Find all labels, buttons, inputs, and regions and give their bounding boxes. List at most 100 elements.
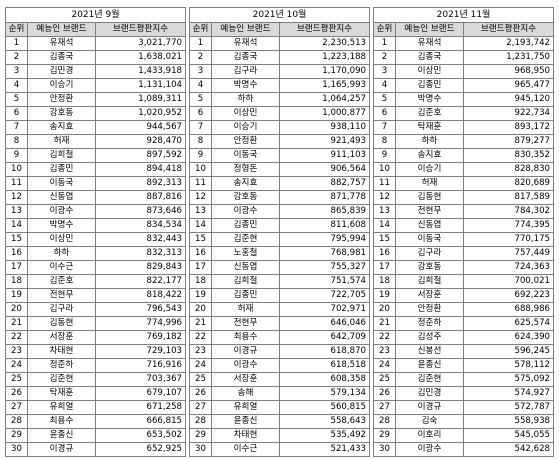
brand-cell: 정준하: [27, 358, 96, 373]
brand-cell: 이상민: [27, 232, 96, 247]
table-row: 23 이경규 618,870: [189, 344, 371, 359]
brand-cell: 김구라: [395, 246, 464, 261]
table-row: 26 송해 579,134: [189, 386, 371, 401]
brand-cell: 김준호: [395, 106, 464, 121]
index-cell: 574,927: [462, 386, 555, 401]
index-cell: 702,971: [278, 302, 371, 317]
rank-cell: 11: [5, 176, 28, 191]
index-cell: 820,689: [462, 176, 555, 191]
table-row: 28 윤종신 558,643: [189, 414, 371, 429]
index-cell: 618,518: [278, 358, 371, 373]
brand-cell: 탁재훈: [27, 386, 96, 401]
index-cell: 545,055: [462, 428, 555, 443]
index-cell: 751,574: [278, 274, 371, 289]
rank-cell: 9: [373, 148, 396, 163]
brand-cell: 김희철: [27, 148, 96, 163]
brand-cell: 이동국: [395, 232, 464, 247]
brand-cell: 전현무: [211, 316, 280, 331]
rank-cell: 13: [373, 204, 396, 219]
table-row: 21 김동현 774,996: [5, 316, 187, 331]
rank-cell: 5: [189, 92, 212, 107]
table-row: 2 김종국 1,223,188: [189, 50, 371, 65]
index-cell: 535,492: [278, 428, 371, 443]
table-row: 21 전현무 646,046: [189, 316, 371, 331]
brand-cell: 김종민: [395, 78, 464, 93]
index-cell: 817,589: [462, 190, 555, 205]
table-row: 27 이경규 572,787: [373, 400, 555, 415]
rank-cell: 29: [373, 428, 396, 443]
index-cell: 769,182: [94, 330, 187, 345]
brand-cell: 이상민: [395, 64, 464, 79]
brand-cell: 서장훈: [211, 372, 280, 387]
index-header: 브랜드평판지수: [462, 22, 555, 37]
index-cell: 832,443: [94, 232, 187, 247]
index-cell: 811,608: [278, 218, 371, 233]
brand-cell: 김종민: [27, 162, 96, 177]
index-cell: 618,870: [278, 344, 371, 359]
index-cell: 829,843: [94, 260, 187, 275]
ranking-table: 2021년 11월 순위 예능인 브랜드 브랜드평판지수 1 유재석 2,193,742 2 김…: [372, 7, 555, 457]
rank-cell: 2: [189, 50, 212, 65]
brand-cell: 신동엽: [27, 190, 96, 205]
rank-cell: 27: [5, 400, 28, 415]
rank-cell: 4: [189, 78, 212, 93]
rank-cell: 3: [5, 64, 28, 79]
rank-cell: 21: [5, 316, 28, 331]
rank-cell: 16: [373, 246, 396, 261]
rank-cell: 22: [373, 330, 396, 345]
brand-cell: 유재석: [211, 36, 280, 51]
brand-cell: 정준하: [395, 316, 464, 331]
table-row: 16 김구라 757,449: [373, 246, 555, 261]
table-row: 23 차태현 729,103: [5, 344, 187, 359]
index-cell: 572,787: [462, 400, 555, 415]
table-row: 28 최용수 666,815: [5, 414, 187, 429]
table-row: 21 정준하 625,574: [373, 316, 555, 331]
brand-cell: 이승기: [211, 120, 280, 135]
rank-cell: 14: [5, 218, 28, 233]
month-title: 2021년 11월: [372, 7, 555, 23]
index-cell: 834,534: [94, 218, 187, 233]
index-cell: 755,327: [278, 260, 371, 275]
table-row: 9 송지효 830,352: [373, 148, 555, 163]
brand-cell: 이승기: [395, 162, 464, 177]
rank-cell: 27: [373, 400, 396, 415]
rank-header: 순위: [189, 22, 212, 37]
table-row: 24 이광수 618,518: [189, 358, 371, 373]
rank-cell: 13: [189, 204, 212, 219]
table-row: 18 김희철 700,021: [373, 274, 555, 289]
table-row: 12 신동엽 887,816: [5, 190, 187, 205]
table-row: 6 이상민 1,000,877: [189, 106, 371, 121]
table-row: 5 박명수 945,120: [373, 92, 555, 107]
rank-cell: 10: [189, 162, 212, 177]
rank-cell: 15: [5, 232, 28, 247]
index-cell: 679,107: [94, 386, 187, 401]
index-cell: 646,046: [278, 316, 371, 331]
table-row: 13 이광수 865,839: [189, 204, 371, 219]
rank-cell: 9: [5, 148, 28, 163]
index-cell: 1,433,918: [94, 64, 187, 79]
rank-cell: 20: [189, 302, 212, 317]
header-row: 순위 예능인 브랜드 브랜드평판지수: [373, 22, 555, 37]
brand-cell: 박명수: [211, 78, 280, 93]
table-row: 19 김종민 722,705: [189, 288, 371, 303]
index-cell: 1,089,311: [94, 92, 187, 107]
rank-cell: 20: [5, 302, 28, 317]
index-cell: 938,110: [278, 120, 371, 135]
rank-cell: 8: [189, 134, 212, 149]
brand-cell: 송지효: [27, 120, 96, 135]
index-cell: 729,103: [94, 344, 187, 359]
rank-cell: 2: [5, 50, 28, 65]
index-cell: 624,390: [462, 330, 555, 345]
index-cell: 652,925: [94, 442, 187, 457]
index-cell: 1,638,021: [94, 50, 187, 65]
brand-cell: 김성주: [395, 330, 464, 345]
table-row: 10 정형돈 906,564: [189, 162, 371, 177]
table-row: 7 이승기 938,110: [189, 120, 371, 135]
index-cell: 928,470: [94, 134, 187, 149]
index-header: 브랜드평판지수: [278, 22, 371, 37]
rank-cell: 1: [5, 36, 28, 51]
rank-cell: 22: [5, 330, 28, 345]
brand-cell: 유재석: [27, 36, 96, 51]
table-row: 26 탁재훈 679,107: [5, 386, 187, 401]
table-row: 10 김종민 894,418: [5, 162, 187, 177]
